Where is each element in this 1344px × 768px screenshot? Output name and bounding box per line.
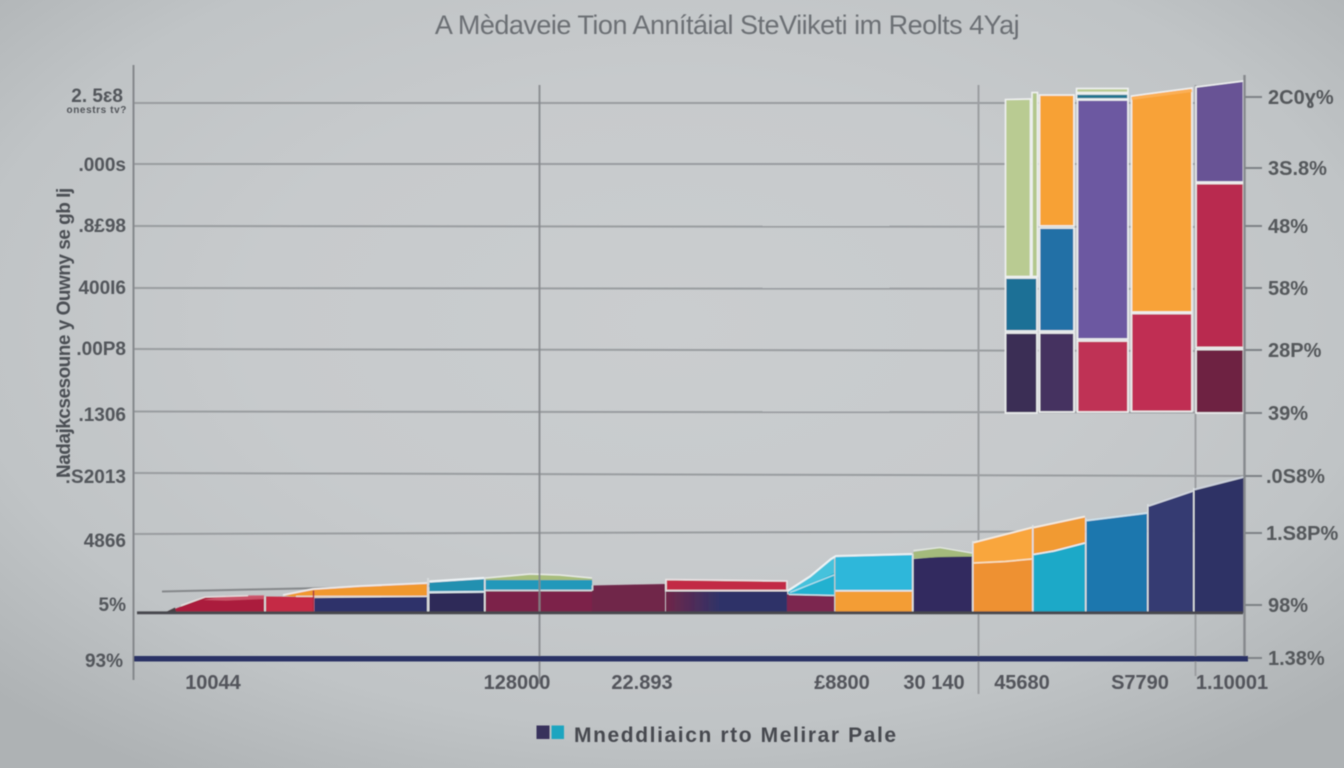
- svg-text:2C0ɣ%: 2C0ɣ%: [1268, 87, 1334, 109]
- svg-text:48%: 48%: [1268, 216, 1308, 238]
- svg-text:A Mèdaveie Tion Annítáial SteV: A Mèdaveie Tion Annítáial SteViiketi im …: [435, 10, 1019, 40]
- svg-text:30 140: 30 140: [903, 672, 964, 694]
- svg-text:1.S8P%: 1.S8P%: [1266, 523, 1338, 545]
- svg-text:58%: 58%: [1268, 278, 1308, 300]
- svg-text:128000: 128000: [484, 672, 551, 694]
- svg-text:28P%: 28P%: [1268, 340, 1322, 362]
- svg-text:1.38%: 1.38%: [1268, 648, 1325, 670]
- svg-text:4866: 4866: [84, 531, 126, 552]
- svg-text:2. 5ɛ8: 2. 5ɛ8: [71, 86, 123, 107]
- svg-text:1.10001: 1.10001: [1196, 672, 1268, 694]
- svg-text::S2013: :S2013: [65, 467, 126, 488]
- svg-text:.00P8: .00P8: [76, 339, 126, 360]
- svg-text:Nadajkcsesoune y Ouwny se gb I: Nadajkcsesoune y Ouwny se gb Ij: [54, 188, 75, 478]
- svg-text:22.893: 22.893: [611, 672, 672, 694]
- svg-text:Mneddliaicn rto Melirar Pale: Mneddliaicn rto Melirar Pale: [574, 724, 898, 747]
- svg-text:45680: 45680: [994, 672, 1050, 694]
- svg-text:5%: 5%: [99, 595, 127, 616]
- svg-text:.0S8%: .0S8%: [1266, 466, 1325, 488]
- svg-text:.000s: .000s: [78, 155, 126, 176]
- svg-text:S7790: S7790: [1111, 672, 1169, 694]
- svg-text:10044: 10044: [185, 672, 241, 694]
- svg-text:3S.8%: 3S.8%: [1268, 158, 1327, 180]
- svg-text:98%: 98%: [1268, 595, 1308, 617]
- svg-text:.1306: .1306: [78, 405, 126, 426]
- svg-text:39%: 39%: [1268, 403, 1308, 425]
- svg-text:93%: 93%: [85, 651, 123, 672]
- svg-text:.8£98: .8£98: [78, 216, 126, 237]
- svg-text:onestrs tv?: onestrs tv?: [66, 105, 127, 116]
- svg-text:400I6: 400I6: [78, 278, 126, 299]
- svg-text:£8800: £8800: [814, 672, 870, 694]
